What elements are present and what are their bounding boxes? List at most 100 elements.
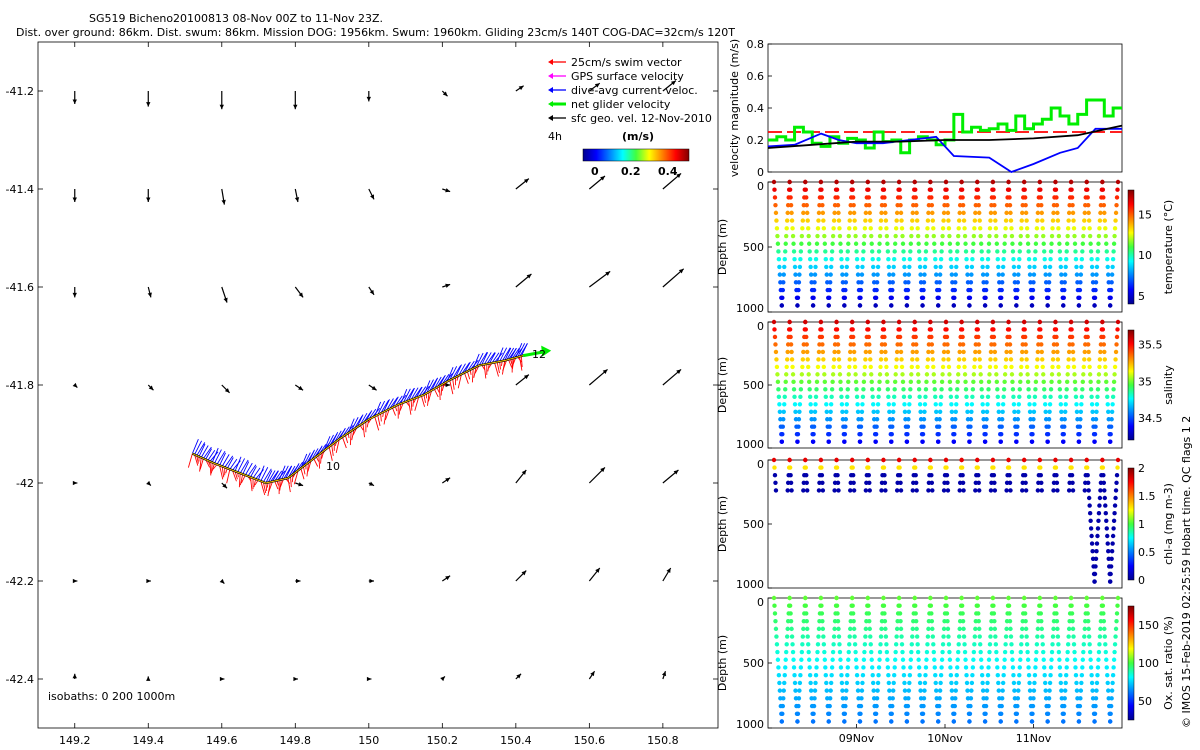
profile-sample-dot: [795, 439, 800, 444]
profile-sample-dot: [1111, 526, 1116, 531]
profile-sample-dot: [775, 233, 780, 239]
profile-sample-dot: [1092, 719, 1097, 724]
geo-velocity-arrowhead: [521, 570, 527, 576]
profile-sample-dot: [936, 424, 942, 429]
profile-sample-dot: [803, 327, 808, 332]
profile-sample-dot: [923, 665, 929, 670]
profile-sample-dot: [908, 249, 913, 254]
profile-sample-dot: [996, 402, 1001, 407]
profile-sample-dot: [1066, 626, 1072, 632]
profile-sample-dot: [1082, 218, 1087, 223]
profile-sample-dot: [1085, 480, 1091, 485]
profile-sample-dot: [884, 233, 890, 239]
profile-sample-dot: [988, 357, 993, 362]
profile-sample-dot: [1074, 409, 1080, 414]
profile-sample-dot: [1008, 218, 1014, 223]
profile-sample-dot: [881, 179, 886, 185]
profile-sample-dot: [1031, 688, 1037, 693]
legend-arrowhead: [548, 115, 553, 121]
profile-sample-dot: [984, 280, 989, 285]
profile-sample-dot: [1023, 488, 1029, 493]
profile-sample-dot: [973, 488, 978, 493]
profile-sample-dot: [859, 688, 865, 693]
profile-sample-dot: [836, 357, 842, 362]
profile-sample-dot: [1115, 603, 1120, 608]
profile-sample-dot: [934, 409, 939, 414]
profile-sample-dot: [851, 349, 857, 355]
profile-sample-dot: [821, 226, 827, 231]
profile-sample-dot: [982, 303, 988, 308]
section-colorbar: [1127, 467, 1135, 581]
legend-arrowhead: [548, 87, 553, 93]
profile-sample-dot: [1048, 387, 1054, 392]
swim-vector: [512, 357, 517, 366]
profile-sample-dot: [857, 303, 863, 308]
profile-sample-dot: [791, 657, 796, 662]
profile-sample-dot: [887, 272, 892, 277]
profile-sample-dot: [931, 642, 936, 647]
profile-sample-dot: [878, 226, 883, 231]
profile-sample-dot: [972, 218, 978, 223]
profile-sample-dot: [947, 233, 952, 239]
profile-sample-dot: [917, 264, 923, 270]
profile-sample-dot: [830, 379, 835, 385]
profile-sample-dot: [1104, 657, 1109, 662]
swim-vector: [483, 364, 487, 379]
profile-sample-dot: [1029, 303, 1035, 308]
profile-sample-dot: [1006, 595, 1011, 601]
profile-sample-dot: [890, 424, 895, 429]
profile-sample-dot: [882, 342, 888, 347]
profile-sample-dot: [972, 226, 977, 231]
profile-sample-dot: [821, 364, 827, 370]
profile-sample-dot: [819, 473, 825, 478]
profile-sample-dot: [847, 364, 852, 370]
profile-sample-dot: [1056, 226, 1061, 231]
map-x-tick-label: 150.8: [647, 734, 679, 747]
profile-sample-dot: [986, 387, 991, 392]
profile-sample-dot: [968, 424, 973, 429]
geo-velocity-arrowhead: [146, 676, 151, 681]
profile-sample-dot: [1056, 649, 1062, 655]
section-axes-frame: [767, 181, 1123, 313]
profile-sample-dot: [941, 357, 946, 362]
profile-sample-dot: [1095, 249, 1101, 254]
profile-sample-dot: [893, 372, 898, 377]
geo-velocity-arrowhead: [670, 80, 676, 86]
profile-sample-dot: [933, 256, 938, 262]
current-vector: [205, 448, 213, 460]
profile-sample-dot: [1053, 595, 1058, 601]
profile-sample-dot: [962, 649, 968, 655]
swim-vector: [341, 436, 347, 449]
profile-sample-dot: [998, 719, 1003, 724]
map-y-tick-label: -42.2: [6, 575, 34, 588]
profile-sample-dot: [896, 457, 902, 463]
profile-sample-dot: [993, 357, 998, 362]
profile-sample-dot: [1103, 233, 1108, 239]
profile-sample-dot: [892, 256, 897, 262]
profile-sample-dot: [995, 665, 1000, 670]
profile-sample-dot: [842, 719, 847, 724]
profile-sample-dot: [914, 488, 919, 493]
swim-vector: [420, 395, 426, 407]
current-vector: [483, 352, 492, 365]
current-vector: [323, 436, 331, 451]
current-vector: [274, 470, 283, 482]
profile-sample-dot: [1033, 379, 1039, 385]
profile-sample-dot: [1038, 195, 1043, 200]
profile-sample-dot: [954, 256, 959, 262]
profile-sample-dot: [1041, 241, 1046, 246]
profile-sample-dot: [1087, 226, 1092, 231]
swim-vector: [211, 463, 215, 472]
profile-sample-dot: [879, 349, 884, 355]
profile-sample-dot: [843, 287, 848, 293]
profile-sample-dot: [781, 688, 786, 693]
profile-sample-dot: [785, 488, 790, 493]
profile-sample-dot: [805, 626, 810, 632]
profile-sample-dot: [1023, 349, 1029, 355]
profile-sample-dot: [865, 595, 871, 601]
profile-sample-dot: [838, 379, 843, 385]
swim-vector: [398, 403, 402, 415]
profile-sample-dot: [868, 634, 873, 639]
profile-sample-dot: [999, 295, 1004, 300]
